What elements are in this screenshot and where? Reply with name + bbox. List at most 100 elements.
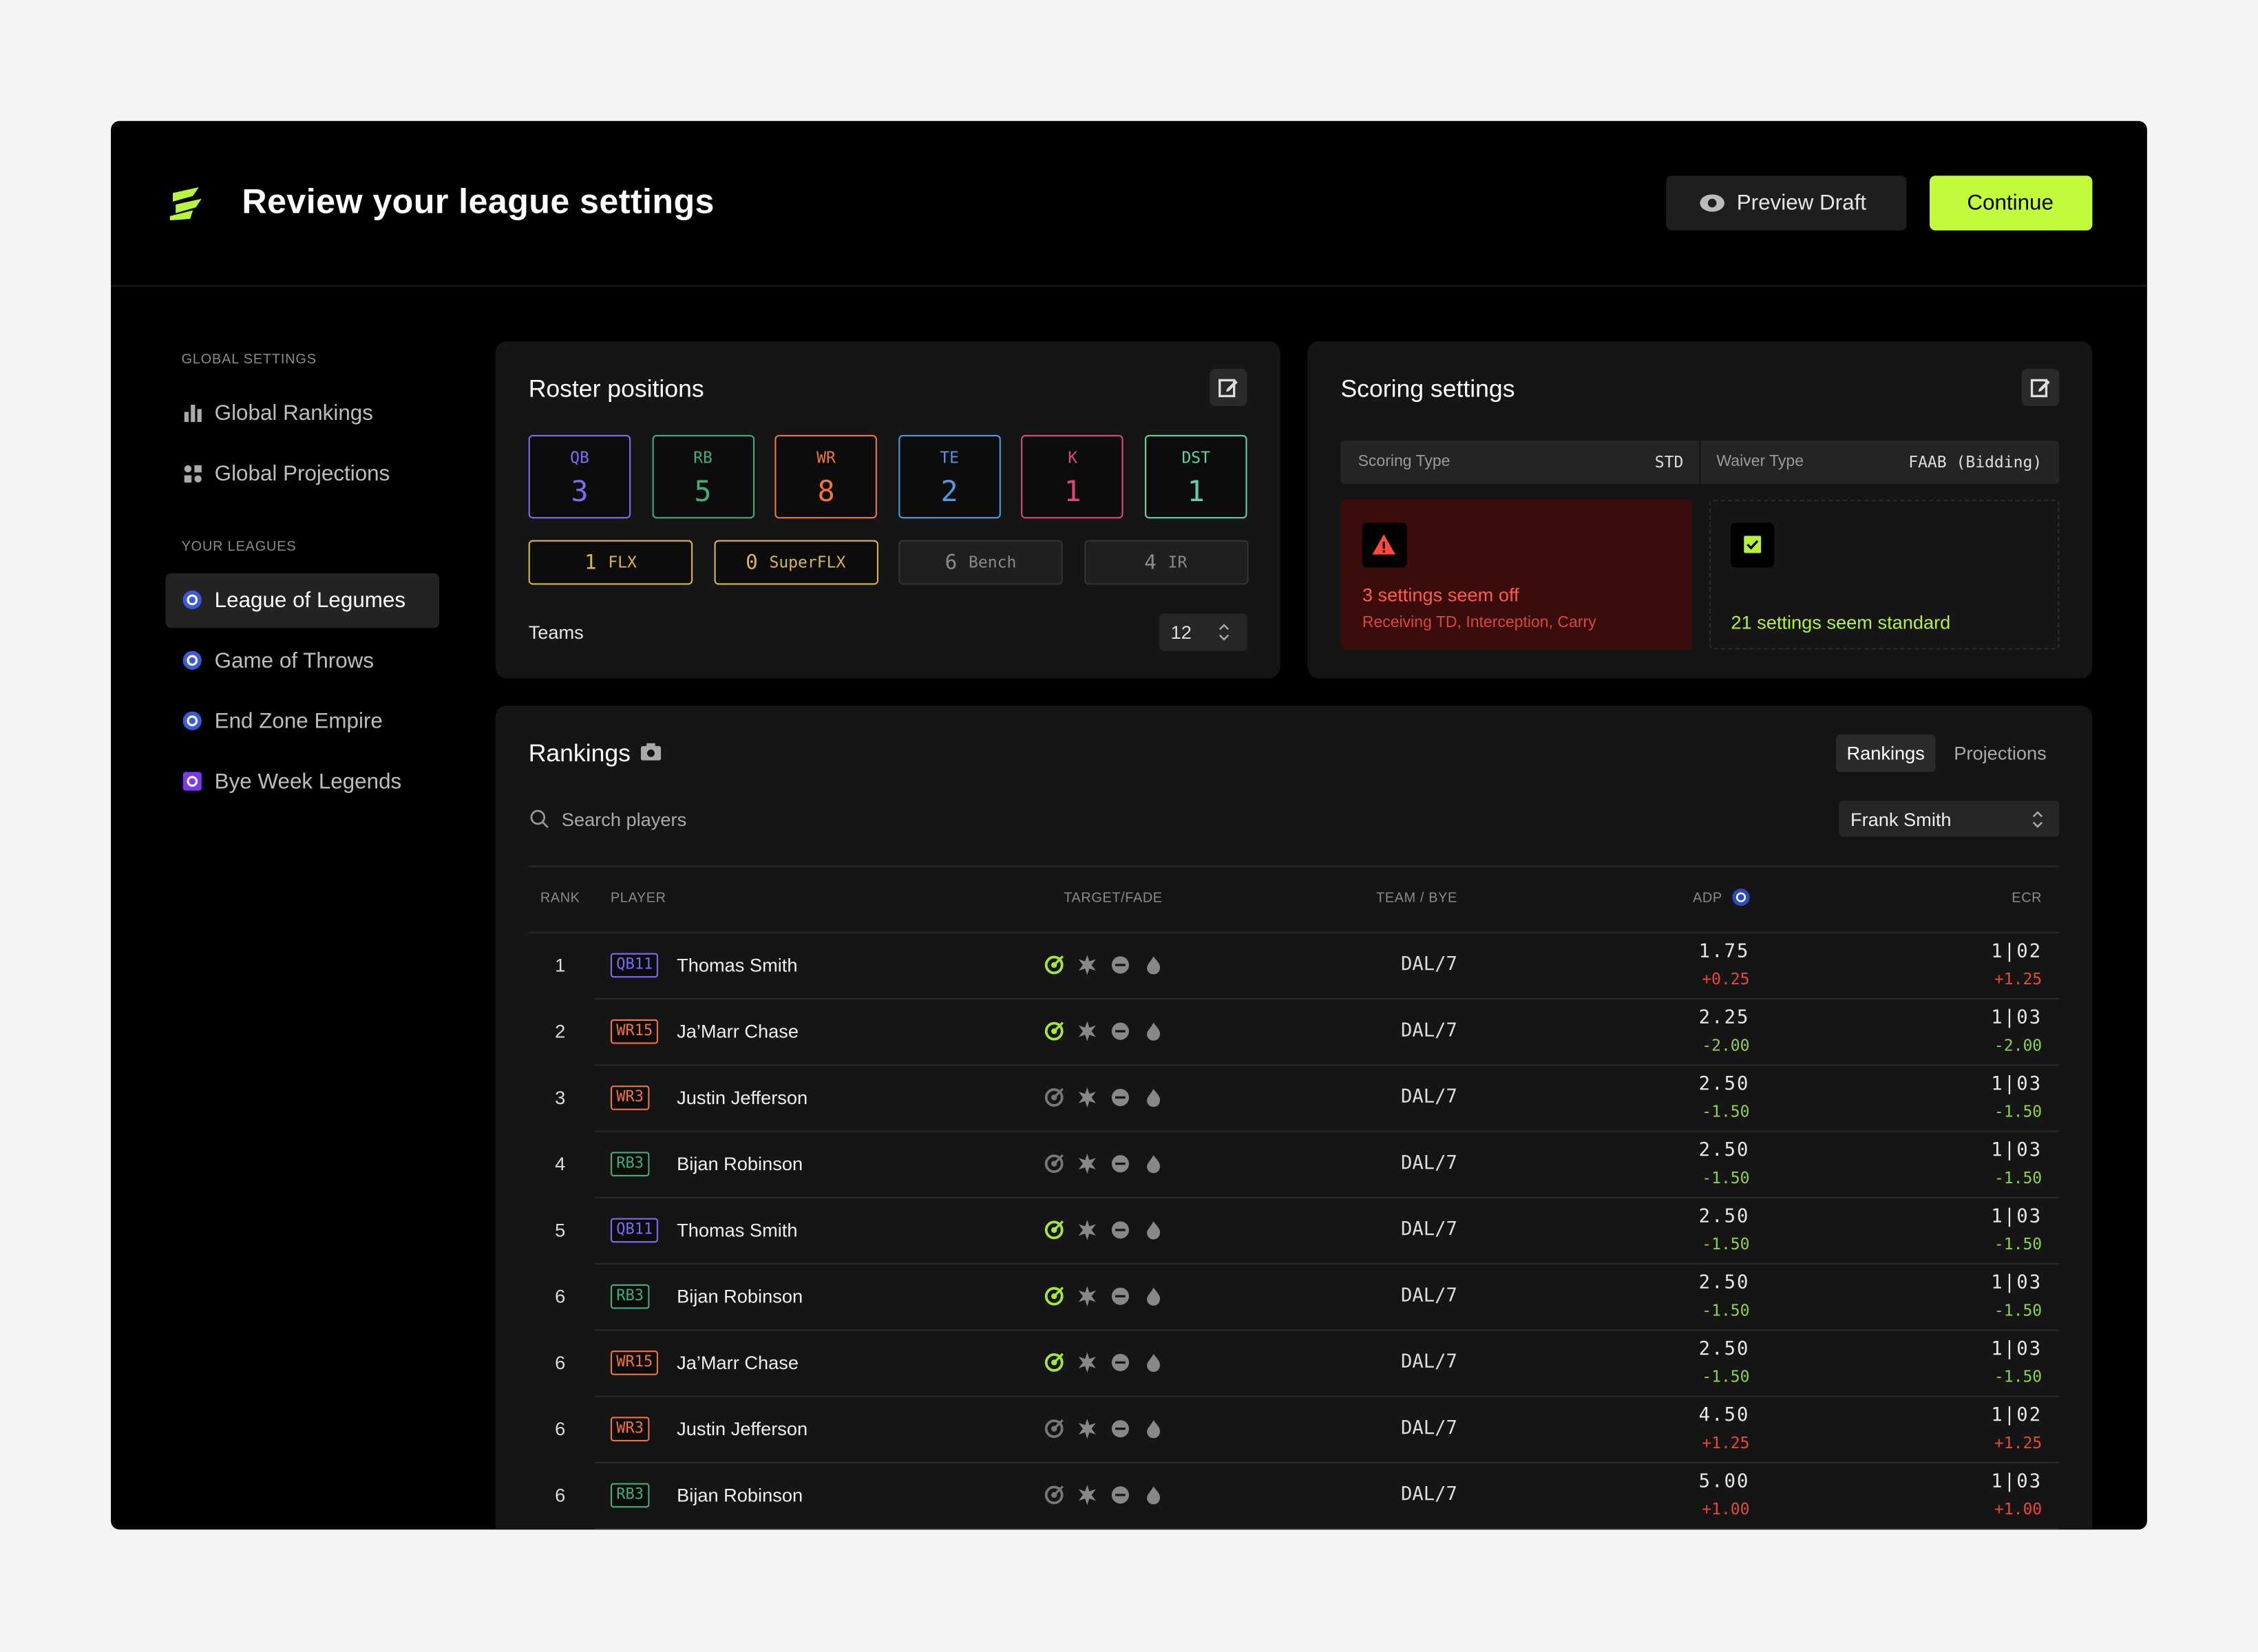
ecr-change: -2.00 [1994, 1036, 2043, 1055]
league-icon [182, 650, 202, 670]
avoid-icon [1111, 1088, 1129, 1106]
ecr-change: -1.50 [1994, 1301, 2043, 1320]
adp: 2.50 [1698, 1206, 1750, 1228]
continue-button[interactable]: Continue [1930, 176, 2093, 231]
roster-extra-label: SuperFLX [769, 553, 846, 572]
league-icon [182, 590, 202, 610]
header-divider [111, 285, 2147, 287]
target-icon [1044, 1088, 1064, 1107]
camera-icon [640, 743, 662, 761]
adp-change: +1.00 [1702, 1500, 1750, 1519]
league-item[interactable]: Bye Week Legends [166, 754, 439, 809]
position-label: WR [816, 448, 836, 467]
adp-icon [1732, 889, 1750, 907]
ecr-change: -1.50 [1994, 1235, 2043, 1254]
table-divider [528, 865, 2060, 867]
column-header: ECR [2012, 890, 2043, 907]
logo [169, 187, 202, 221]
fade-icon [1078, 1021, 1096, 1041]
team-bye: DAL/7 [1401, 954, 1457, 976]
tab[interactable]: Rankings [1836, 734, 1936, 772]
adp-change: -1.50 [1702, 1367, 1750, 1386]
setting-value: STD [1654, 453, 1684, 472]
league-item[interactable]: League of Legumes [165, 573, 439, 628]
tab[interactable]: Projections [1939, 734, 2062, 772]
position-box [774, 434, 878, 519]
target-icon [1044, 1485, 1064, 1505]
team-bye: DAL/7 [1401, 1285, 1457, 1307]
fade-icon [1078, 1485, 1096, 1505]
row-divider [594, 1196, 2060, 1198]
position-label: RB [693, 448, 713, 467]
teams-select[interactable]: 12 [1159, 613, 1247, 651]
eye-icon [1700, 194, 1724, 212]
roster-extra-label: IR [1168, 553, 1188, 572]
team-bye: DAL/7 [1401, 1152, 1457, 1175]
target-icon [1044, 1154, 1064, 1174]
fade-icon [1078, 955, 1096, 975]
ecr: 1|03 [1991, 1206, 2043, 1228]
ecr: 1|03 [1991, 1007, 2043, 1030]
ok-box [1709, 500, 2060, 650]
user-select[interactable]: Frank Smith [1839, 801, 2060, 837]
rank: 1 [555, 954, 566, 976]
team-bye: DAL/7 [1401, 1020, 1457, 1042]
player-name: Justin Jefferson [677, 1417, 808, 1440]
league-item[interactable]: End Zone Empire [166, 695, 439, 750]
hot-icon [1147, 1022, 1161, 1041]
player-name: Bijan Robinson [677, 1285, 803, 1307]
rank: 6 [555, 1285, 566, 1307]
card-title: Rankings [528, 739, 631, 767]
preview-draft-button[interactable]: Preview Draft [1666, 176, 1907, 231]
search-input[interactable]: Search players [554, 801, 986, 838]
position-tag: WR15 [610, 1019, 659, 1044]
position-label: K [1068, 448, 1078, 467]
user-name: Frank Smith [1850, 808, 1952, 831]
roster-extra-count: 0 [746, 551, 758, 574]
edit-button[interactable] [2021, 368, 2060, 407]
ecr: 1|03 [1991, 1338, 2043, 1361]
teams-label: Teams [528, 621, 584, 644]
position-tag: RB3 [610, 1284, 650, 1309]
nav-item[interactable]: Global Rankings [166, 386, 439, 441]
column-header: RANK [540, 890, 580, 907]
player-name: Bijan Robinson [677, 1152, 803, 1175]
tab-label: Projections [1954, 742, 2047, 765]
league-icon [182, 711, 202, 730]
avoid-icon [1111, 1221, 1129, 1239]
hot-icon [1147, 1287, 1161, 1306]
target-icon [1044, 1286, 1064, 1306]
roster-extra-count: 1 [584, 551, 597, 574]
warning-icon [1372, 534, 1395, 555]
ecr-change: +1.25 [1994, 1433, 2043, 1453]
nav-item[interactable]: Global Projections [166, 447, 439, 502]
fade-icon [1078, 1220, 1096, 1240]
avoid-icon [1111, 1353, 1129, 1371]
player-name: Ja’Marr Chase [677, 1020, 799, 1042]
rank: 6 [555, 1417, 566, 1440]
roster-extra-label: Bench [969, 553, 1017, 572]
position-tag: WR3 [610, 1417, 650, 1441]
row-divider [594, 998, 2060, 1000]
ecr: 1|02 [1991, 1405, 2043, 1427]
rank: 4 [555, 1152, 566, 1175]
tab-label: Rankings [1846, 742, 1925, 765]
edit-icon [1218, 379, 1238, 398]
league-item[interactable]: Game of Throws [166, 634, 439, 689]
hot-icon [1147, 1155, 1161, 1174]
team-bye: DAL/7 [1401, 1086, 1457, 1109]
league-name: Game of Throws [214, 648, 374, 674]
column-header: PLAYER [610, 890, 666, 907]
league-name: League of Legumes [214, 588, 406, 613]
adp: 5.00 [1698, 1471, 1750, 1493]
target-icon [1044, 1220, 1064, 1240]
nav-icon [184, 404, 202, 423]
hot-icon [1147, 1353, 1161, 1373]
ecr: 1|03 [1991, 1471, 2043, 1493]
adp-change: +0.25 [1702, 970, 1750, 989]
player-name: Justin Jefferson [677, 1086, 808, 1109]
position-count: 8 [817, 474, 835, 509]
roster-extra-text: 4 IR [1085, 542, 1246, 584]
fade-icon [1078, 1352, 1096, 1373]
